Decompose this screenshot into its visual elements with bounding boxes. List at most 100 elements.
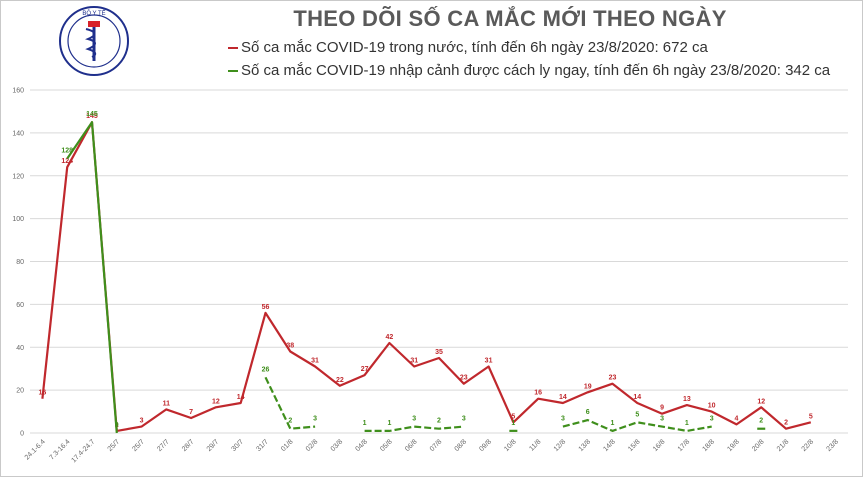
data-label: 19 <box>584 383 592 390</box>
data-label: 1 <box>511 420 515 427</box>
y-tick-label: 80 <box>16 259 24 266</box>
x-tick-label: 08/8 <box>454 438 469 453</box>
data-label: 7 <box>189 409 193 416</box>
data-label: 12 <box>212 398 220 405</box>
x-tick-label: 30/7 <box>231 438 246 453</box>
data-label: 124 <box>61 158 73 165</box>
data-label: 3 <box>140 418 144 425</box>
x-tick-label: 14/8 <box>602 438 617 453</box>
x-tick-label: 13/8 <box>578 438 593 453</box>
x-tick-label: 19/8 <box>726 438 741 453</box>
series-line-3 <box>364 425 464 432</box>
data-label: 3 <box>561 416 565 423</box>
data-label: 5 <box>511 413 515 420</box>
y-tick-label: 100 <box>12 216 24 223</box>
x-tick-label: 05/8 <box>379 438 394 453</box>
data-label: 14 <box>633 394 641 401</box>
data-label: 35 <box>435 349 443 356</box>
data-label: 5 <box>635 411 639 418</box>
series-line-0 <box>41 121 812 432</box>
data-label: 1 <box>611 420 615 427</box>
x-tick-label: 09/8 <box>478 438 493 453</box>
x-tick-label: 16/8 <box>652 438 667 453</box>
x-tick-label: 04/8 <box>354 438 369 453</box>
x-tick-label: 28/7 <box>181 438 196 453</box>
data-label: 2 <box>437 418 441 425</box>
data-label: 13 <box>683 396 691 403</box>
series-line-2 <box>264 376 316 430</box>
x-tick-label: 20/8 <box>751 438 766 453</box>
data-label: 3 <box>660 416 664 423</box>
data-label: 22 <box>336 377 344 384</box>
chart-title: THEO DÕI SỐ CA MẮC MỚI THEO NGÀY <box>293 6 727 31</box>
data-label: 16 <box>38 390 46 397</box>
x-tick-label: 31/7 <box>255 438 270 453</box>
x-tick-label: 17/8 <box>677 438 692 453</box>
series-line-1 <box>66 121 118 434</box>
x-tick-label: 22/8 <box>801 438 816 453</box>
x-tick-label: 06/8 <box>404 438 419 453</box>
data-label: 27 <box>361 366 369 373</box>
series-line-5 <box>562 419 712 432</box>
legend-item-domestic: Số ca mắc COVID-19 trong nước, tính đến … <box>228 39 708 56</box>
data-label: 145 <box>86 113 98 120</box>
data-label: 12 <box>757 398 765 405</box>
legend-item-imported: Số ca mắc COVID-19 nhập cảnh được cách l… <box>228 62 830 79</box>
x-tick-label: 03/8 <box>330 438 345 453</box>
legend-label-domestic: Số ca mắc COVID-19 trong nước, tính đến … <box>241 39 708 56</box>
data-label: 14 <box>237 394 245 401</box>
x-tick-label: 10/8 <box>503 438 518 453</box>
data-label: 9 <box>660 405 664 412</box>
x-tick-label: 24.1-6.4 <box>24 438 47 461</box>
y-tick-label: 140 <box>12 130 24 137</box>
data-label: 1 <box>685 420 689 427</box>
x-tick-label: 7.3-16.4 <box>48 438 71 461</box>
x-tick-label: 27/7 <box>156 438 171 453</box>
data-label: 3 <box>313 416 317 423</box>
data-label: 23 <box>609 375 617 382</box>
data-label: 3 <box>462 416 466 423</box>
x-tick-label: 23/8 <box>825 438 840 453</box>
data-label: 31 <box>311 358 319 365</box>
y-tick-label: 20 <box>16 388 24 395</box>
data-label: 2 <box>784 420 788 427</box>
data-label: 3 <box>412 416 416 423</box>
data-label: 14 <box>559 394 567 401</box>
data-label: 42 <box>386 334 394 341</box>
data-label: 3 <box>710 416 714 423</box>
x-tick-label: 21/8 <box>776 438 791 453</box>
data-label: 2 <box>759 418 763 425</box>
data-label: 31 <box>410 358 418 365</box>
x-tick-label: 11/8 <box>528 438 542 452</box>
y-tick-label: 60 <box>16 302 24 309</box>
x-tick-label: 01/8 <box>280 438 295 453</box>
data-label: 1 <box>363 420 367 427</box>
y-tick-label: 0 <box>20 431 24 438</box>
data-label: 16 <box>534 390 542 397</box>
legend-swatch-domestic <box>228 47 238 50</box>
legend-label-imported: Số ca mắc COVID-19 nhập cảnh được cách l… <box>241 62 831 79</box>
data-label: 1 <box>387 420 391 427</box>
logo-text: BỘ Y TẾ <box>82 10 105 17</box>
data-label: 2 <box>288 418 292 425</box>
data-label: 31 <box>485 358 493 365</box>
data-label: 128 <box>61 148 73 155</box>
x-tick-label: 12/8 <box>553 438 568 453</box>
data-label: 11 <box>163 400 171 407</box>
data-label: 10 <box>708 403 716 410</box>
data-label: 23 <box>460 375 468 382</box>
y-tick-label: 40 <box>16 345 24 352</box>
data-label: 6 <box>586 409 590 416</box>
ministry-of-health-logo: BỘ Y TẾ <box>59 6 129 76</box>
x-tick-label: 07/8 <box>429 438 444 453</box>
x-tick-label: 25/7 <box>107 438 122 453</box>
x-tick-label: 15/8 <box>627 438 642 453</box>
data-label: 26 <box>262 366 270 373</box>
y-tick-label: 120 <box>12 173 24 180</box>
x-tick-label: 18/8 <box>701 438 716 453</box>
data-label: 145 <box>86 111 98 118</box>
data-label: 38 <box>286 343 294 350</box>
data-label: 0 <box>115 422 119 429</box>
